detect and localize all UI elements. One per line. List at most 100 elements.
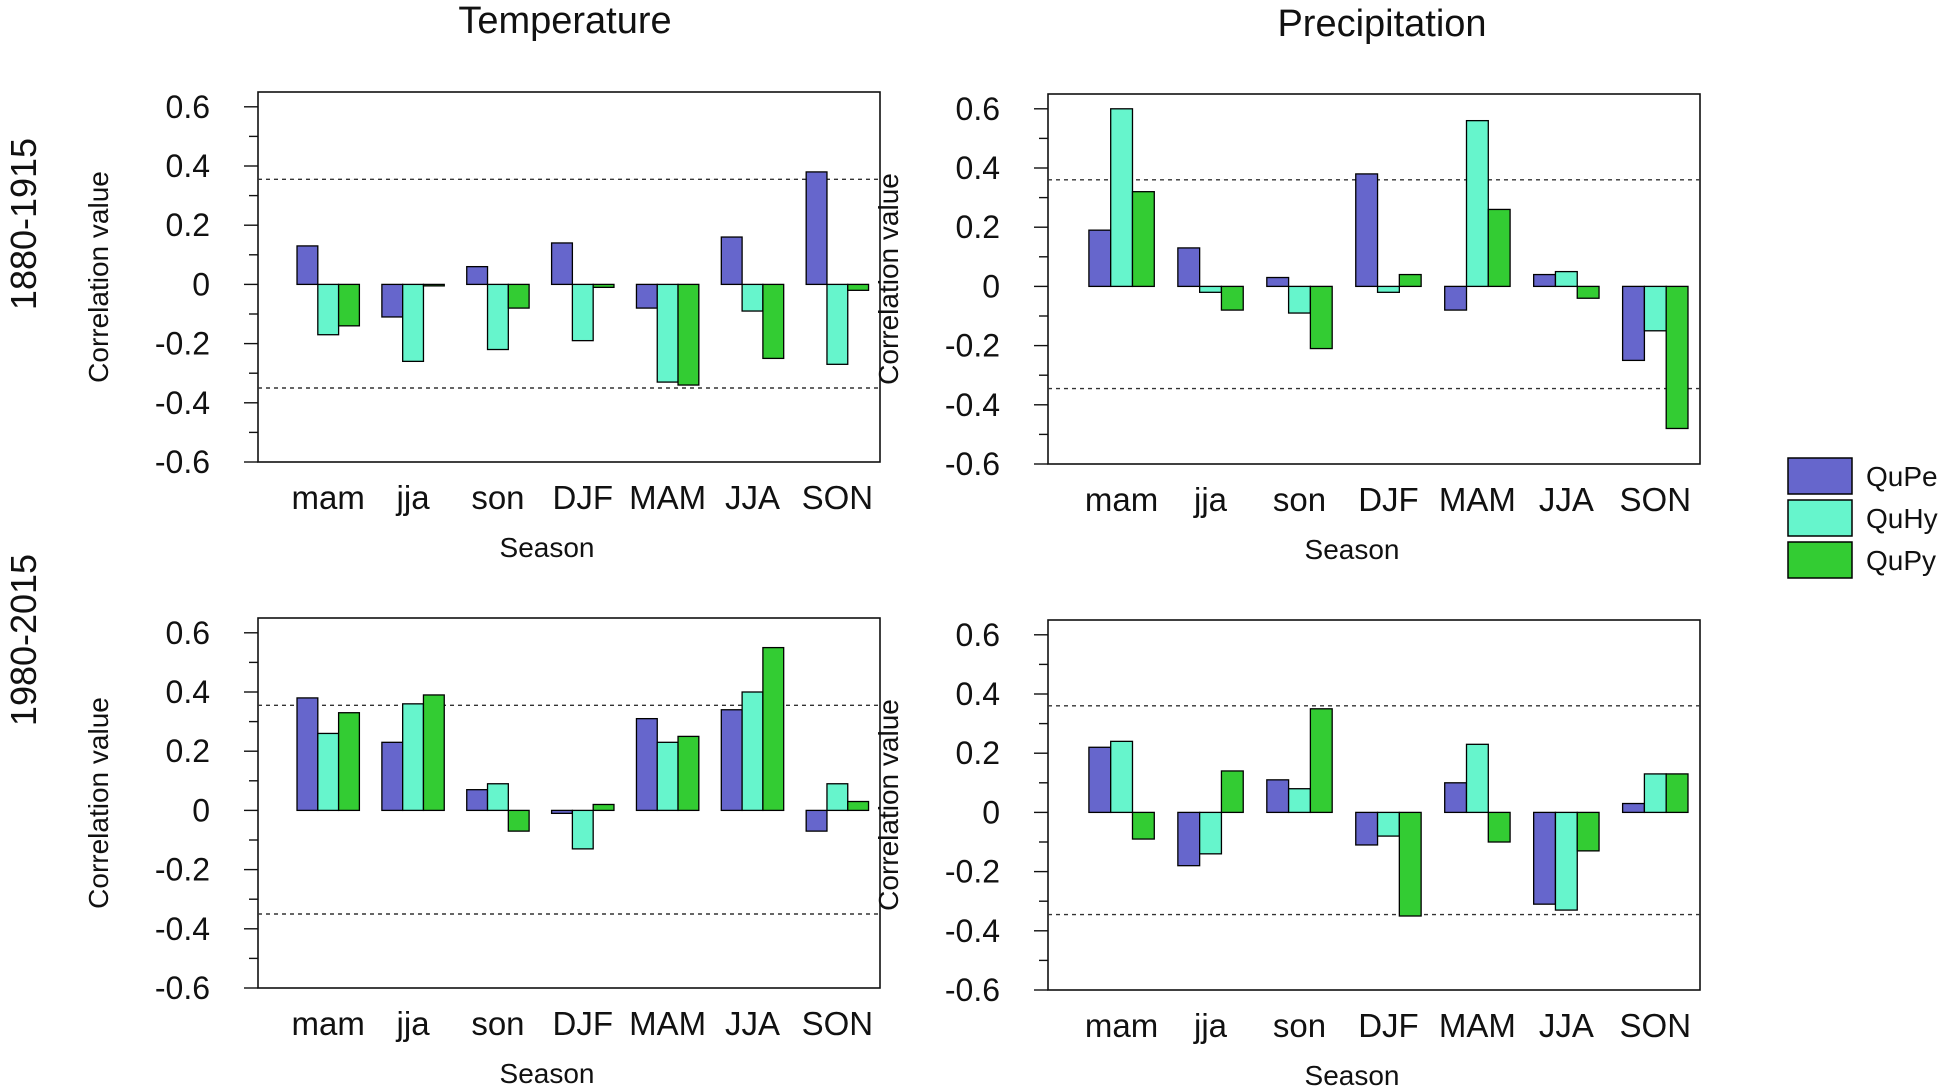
bar-qupe-DJF [1355,811,1379,846]
x-tick-label: mam [1085,1007,1158,1044]
y-tick-label: -0.2 [155,852,210,888]
y-tick-label: -0.6 [155,970,210,1006]
x-tick-label: mam [292,479,365,516]
bar-qupy-jja [1220,770,1244,814]
bar-qupe-son [466,789,489,812]
row-label-1980-2015: 1980-2015 [3,554,44,726]
bar-qupe-SON [1621,285,1646,362]
chart-panel-precipitation-1880-1915: 0.6 0.4 0.2 0 -0.2 -0.4 -0.6 mam jja son DJF MAM JJA… [873,91,1701,565]
bar-quhy-son [486,783,509,812]
bar-qupe-JJA [720,236,743,286]
bar-qupy-DJF [592,283,615,289]
bar-qupe-jja [1177,247,1201,288]
row-label-1880-1915: 1880-1915 [3,138,44,310]
bar-qupe-son [466,265,489,286]
bar-qupy-jja [422,283,445,287]
y-tick-label: 0 [982,268,1000,304]
bar-qupy-mam [1131,191,1155,288]
y-tick-label: 0.2 [166,207,210,243]
y-tick-label: 0.4 [166,148,210,184]
bar-quhy-DJF [1376,285,1400,293]
plot-frame-temperature-1880-1915 [257,91,881,463]
x-axis-title: Season [500,532,595,563]
y-tick-label: 0.6 [956,617,1000,653]
y-tick-label: -0.4 [945,387,1000,423]
bar-qupy-SON [1665,285,1689,430]
y-tick-label: -0.6 [945,972,1000,1008]
y-tick-label: -0.2 [945,854,1000,890]
bar-quhy-son [1287,285,1312,314]
bar-quhy-SON [826,783,849,812]
bar-qupe-JJA [1533,811,1557,905]
bar-qupy-JJA [762,283,785,360]
y-tick-label: 0.4 [956,150,1000,186]
y-tick-label: -0.2 [155,326,210,362]
x-tick-label: MAM [1439,481,1516,518]
x-tick-label: mam [1085,481,1158,518]
bar-qupe-JJA [1533,273,1557,288]
y-tick-label: 0.2 [956,209,1000,245]
x-tick-label: son [1273,1007,1326,1044]
bar-quhy-jja [1198,285,1223,293]
x-tick-label: DJF [553,1005,614,1042]
x-tick-label: son [471,1005,524,1042]
x-tick-label: SON [1620,481,1692,518]
bar-qupy-SON [1665,773,1689,814]
y-tick-label: -0.2 [945,328,1000,364]
legend-swatch-qupy [1787,541,1853,579]
bar-quhy-SON [1643,773,1667,814]
x-tick-label: son [1273,481,1326,518]
y-axis-title: Correlation value [873,699,904,911]
bar-quhy-JJA [741,283,764,312]
y-tick-label: 0 [192,266,210,302]
chart-panel-temperature-1980-2015: 0.6 0.4 0.2 0 -0.2 -0.4 -0.6 mam jja son DJF MAM JJA… [83,615,881,1089]
x-tick-label: DJF [1358,481,1419,518]
bar-qupe-MAM [635,717,658,812]
bar-quhy-MAM [1465,119,1489,288]
bar-qupe-son [1266,779,1290,814]
x-tick-label: mam [292,1005,365,1042]
y-tick-label: 0 [192,792,210,828]
bar-qupe-JJA [720,709,743,812]
x-tick-label: SON [802,479,874,516]
x-tick-label: MAM [629,1005,706,1042]
bar-qupy-DJF [1398,273,1422,288]
bar-qupy-JJA [1576,811,1600,852]
bar-quhy-DJF [571,283,594,342]
x-tick-label: MAM [629,479,706,516]
x-tick-label: son [471,479,524,516]
x-tick-label: JJA [725,1005,780,1042]
column-title-temperature: Temperature [458,0,671,42]
chart-panel-precipitation-1980-2015: 0.6 0.4 0.2 0 -0.2 -0.4 -0.6 mam jja son DJF MAM JJA… [873,617,1701,1089]
y-axis-title: Correlation value [83,697,114,909]
y-tick-label: -0.4 [945,913,1000,949]
bar-quhy-SON [1643,285,1667,332]
bar-quhy-JJA [741,691,764,812]
bar-qupy-SON [847,283,870,291]
y-tick-label: -0.6 [945,446,1000,482]
bar-qupe-MAM [1444,285,1468,311]
bar-qupy-mam [1131,811,1155,840]
legend-swatch-qupe [1787,457,1853,495]
bar-quhy-son [1287,788,1312,814]
bar-quhy-jja [402,703,425,812]
bar-quhy-son [486,283,509,351]
legend-label-quhy: QuHy [1866,503,1938,534]
bar-qupy-MAM [1487,811,1511,843]
x-axis-title: Season [1305,534,1400,565]
x-tick-label: MAM [1439,1007,1516,1044]
bar-quhy-MAM [656,283,679,383]
bar-quhy-JJA [1554,270,1578,288]
bar-qupy-son [1309,708,1333,814]
bar-qupe-mam [1088,746,1112,814]
x-tick-label: jja [396,479,431,516]
bar-quhy-mam [1110,740,1134,814]
bar-qupy-jja [1220,285,1244,311]
bar-qupe-mam [296,697,319,812]
bar-qupe-DJF [550,242,574,286]
bar-qupe-DJF [1355,173,1379,288]
y-axis-title: Correlation value [83,171,114,383]
bar-qupy-DJF [1398,811,1422,917]
legend-label-qupe: QuPe [1866,461,1938,492]
bar-qupe-SON [805,809,828,832]
